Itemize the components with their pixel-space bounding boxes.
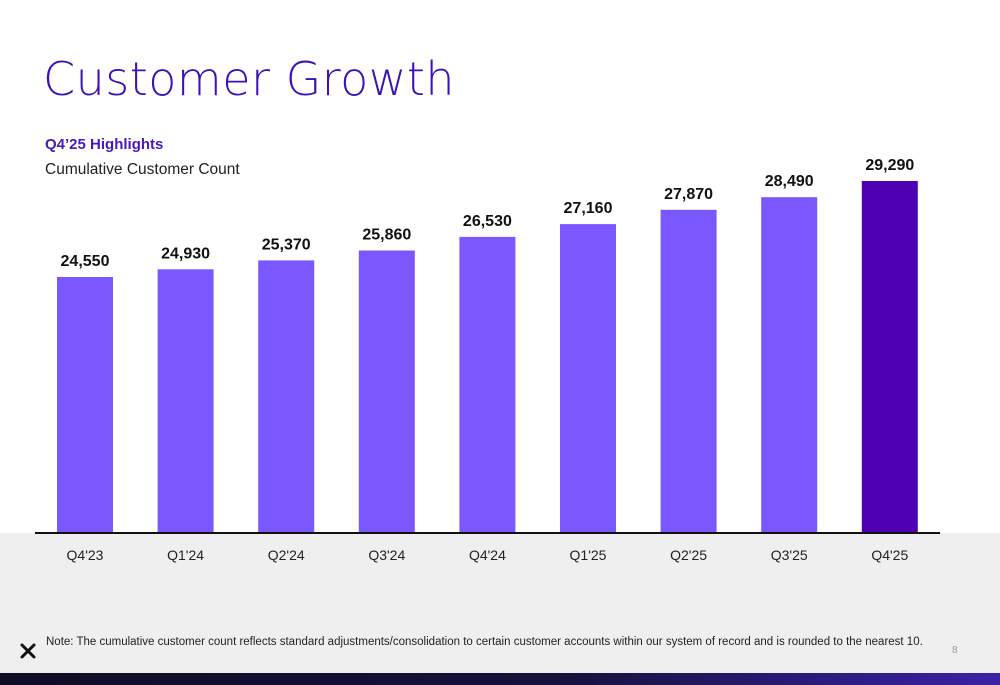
bar-q225 <box>660 209 717 534</box>
x-tick-label: Q4'25 <box>871 547 908 563</box>
data-label: 26,530 <box>463 213 512 230</box>
bar-q425 <box>861 181 918 533</box>
x-logo-icon <box>20 643 36 659</box>
footer-band <box>0 533 1000 673</box>
data-label: 24,930 <box>161 245 210 262</box>
x-tick-label: Q3'24 <box>368 547 405 563</box>
page-title: Customer Growth <box>43 52 456 106</box>
data-label: 24,550 <box>61 253 110 270</box>
x-tick-label: Q2'24 <box>268 547 305 563</box>
data-label: 25,370 <box>262 236 311 253</box>
bar-q424 <box>459 236 516 533</box>
data-label: 28,490 <box>765 173 814 190</box>
bar-q325 <box>761 197 818 533</box>
highlights-heading: Q4’25 Highlights <box>45 136 164 153</box>
data-label: 25,860 <box>362 227 411 244</box>
x-tick-label: Q2'25 <box>670 547 707 563</box>
chart-subtitle: Cumulative Customer Count <box>45 161 240 178</box>
x-tick-label: Q4'23 <box>67 547 104 563</box>
x-tick-label: Q1'24 <box>167 547 204 563</box>
data-label: 27,870 <box>664 186 713 203</box>
bar-q324 <box>358 250 415 533</box>
bar-q224 <box>258 260 315 533</box>
page-number: 8 <box>952 645 958 656</box>
bar-q125 <box>560 224 616 533</box>
bar-q423 <box>57 277 113 533</box>
x-tick-label: Q3'25 <box>771 547 808 563</box>
bar-q124 <box>157 269 214 533</box>
footnote: Note: The cumulative customer count refl… <box>46 636 923 648</box>
bottom-accent-bar <box>0 673 1000 685</box>
data-label: 27,160 <box>564 200 613 217</box>
data-label: 29,290 <box>865 157 914 174</box>
x-tick-label: Q4'24 <box>469 547 506 563</box>
x-tick-label: Q1'25 <box>570 547 607 563</box>
